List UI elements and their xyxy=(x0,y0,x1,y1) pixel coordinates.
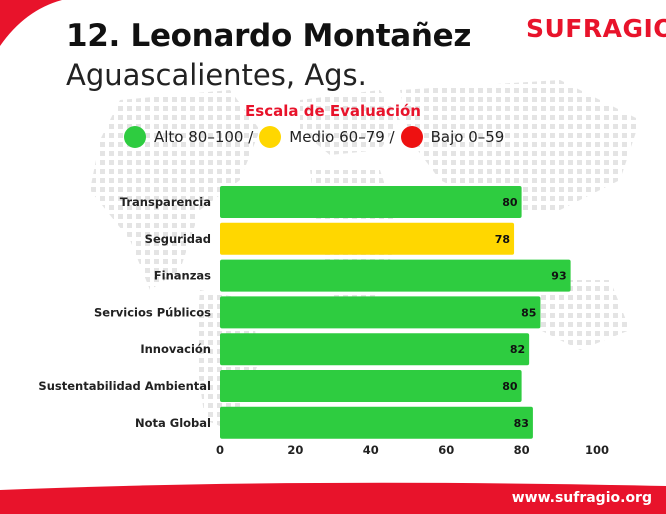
x-tick-label: 80 xyxy=(514,443,530,457)
green-dot-icon xyxy=(124,126,146,148)
page-subtitle: Aguascalientes, Ags. xyxy=(66,58,367,92)
bar-0 xyxy=(220,186,522,218)
bar-3 xyxy=(220,296,541,329)
corner-swoosh xyxy=(0,0,62,46)
category-label: Transparencia xyxy=(120,195,211,209)
legend-title: Escala de Evaluación xyxy=(245,102,421,120)
legend-label-high: Alto 80–100 / xyxy=(154,128,254,146)
footer-url[interactable]: www.sufragio.org xyxy=(511,490,652,506)
data-label: 82 xyxy=(510,343,525,356)
legend-item-high: Alto 80–100 / xyxy=(124,126,253,148)
category-label: Nota Global xyxy=(135,416,211,430)
page-title: 12. Leonardo Montañez xyxy=(66,18,472,54)
bar-2 xyxy=(220,259,571,292)
x-tick-label: 60 xyxy=(438,443,454,457)
x-tick-label: 20 xyxy=(287,443,303,457)
legend-item-low: Bajo 0–59 xyxy=(400,126,505,148)
data-label: 80 xyxy=(502,196,518,209)
bar-1 xyxy=(220,222,515,255)
red-dot-icon xyxy=(400,126,423,148)
x-tick-label: 100 xyxy=(585,443,609,457)
legend: Alto 80–100 / Medio 60–79 / Bajo 0–59 xyxy=(124,124,504,150)
yellow-dot-icon xyxy=(259,126,282,148)
legend-label-medium: Medio 60–79 / xyxy=(289,128,395,146)
category-label: Innovación xyxy=(140,342,211,356)
category-label: Seguridad xyxy=(145,232,211,246)
footer-bar xyxy=(0,482,666,514)
category-label: Sustentabilidad Ambiental xyxy=(38,379,211,393)
x-tick-label: 40 xyxy=(363,443,379,457)
bar-chart: Transparencia 80 Seguridad 78 Finanzas 93 Serv… xyxy=(38,186,609,457)
legend-item-medium: Medio 60–79 / xyxy=(259,126,395,148)
bar-6 xyxy=(220,406,533,439)
data-label: 93 xyxy=(551,270,566,283)
category-label: Servicios Públicos xyxy=(94,305,211,319)
legend-label-low: Bajo 0–59 xyxy=(430,128,505,146)
data-label: 85 xyxy=(521,306,536,319)
sufragio-logo: SUFRAGIO xyxy=(526,14,666,43)
data-label: 78 xyxy=(495,233,510,246)
data-label: 83 xyxy=(514,417,529,430)
bar-5 xyxy=(220,370,522,402)
bar-4 xyxy=(220,333,530,366)
data-label: 80 xyxy=(502,380,518,393)
x-tick-label: 0 xyxy=(216,443,224,457)
category-label: Finanzas xyxy=(154,269,211,283)
